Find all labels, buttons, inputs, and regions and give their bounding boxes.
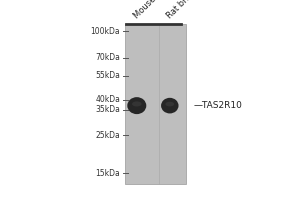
Ellipse shape — [127, 97, 146, 114]
Ellipse shape — [165, 102, 174, 106]
Text: 100kDa: 100kDa — [90, 27, 120, 36]
Text: 25kDa: 25kDa — [95, 131, 120, 140]
Text: 55kDa: 55kDa — [95, 71, 120, 80]
Text: 35kDa: 35kDa — [95, 105, 120, 114]
Text: —TAS2R10: —TAS2R10 — [194, 101, 242, 110]
Text: Rat brain: Rat brain — [165, 0, 199, 20]
Ellipse shape — [132, 101, 142, 106]
Text: 15kDa: 15kDa — [95, 169, 120, 178]
Text: 70kDa: 70kDa — [95, 53, 120, 62]
Bar — [124, 24, 186, 184]
Ellipse shape — [161, 98, 178, 113]
Text: 40kDa: 40kDa — [95, 95, 120, 104]
Text: Mouse brain: Mouse brain — [132, 0, 175, 20]
